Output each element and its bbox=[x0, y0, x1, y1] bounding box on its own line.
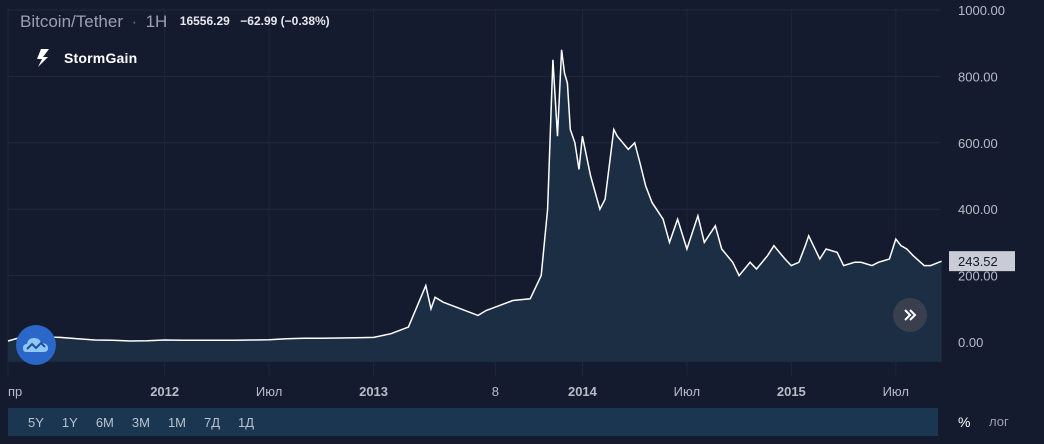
cloud-chart-icon bbox=[23, 338, 48, 352]
x-axis: пр 2012 Июл 2013 8 2014 Июл 2015 Июл bbox=[8, 384, 909, 399]
chart-header: Bitcoin/Tether · 1H 16556.29 −62.99 (−0.… bbox=[20, 12, 336, 32]
y-axis: 1000.00 800.00 600.00 400.00 200.00 0.00 bbox=[958, 3, 1005, 350]
x-tick-label: Июл bbox=[674, 384, 700, 399]
x-tick-label: Июл bbox=[256, 384, 282, 399]
price-line bbox=[7, 49, 942, 342]
x-tick-label: 2014 bbox=[568, 384, 598, 399]
range-toolbar: 5Y 1Y 6M 3M 1M 7Д 1Д bbox=[8, 408, 938, 436]
percent-scale-toggle[interactable]: % bbox=[958, 414, 971, 430]
y-tick-label: 0.00 bbox=[958, 335, 983, 350]
x-tick-label: пр bbox=[8, 384, 22, 399]
range-button-7d[interactable]: 7Д bbox=[204, 414, 221, 430]
last-price-label-text: 243.52 bbox=[958, 254, 998, 269]
log-scale-toggle[interactable]: лог bbox=[989, 414, 1009, 429]
x-tick-label: 2015 bbox=[777, 384, 806, 399]
y-tick-label: 400.00 bbox=[958, 202, 998, 217]
y-tick-label: 600.00 bbox=[958, 136, 998, 151]
price-change: −62.99 (−0.38%) bbox=[240, 14, 330, 28]
y-tick-label: 200.00 bbox=[958, 269, 998, 284]
tradingview-logo-button[interactable] bbox=[16, 325, 56, 365]
range-button-3m[interactable]: 3M bbox=[131, 414, 150, 430]
x-tick-label: Июл bbox=[883, 384, 909, 399]
symbol-title[interactable]: Bitcoin/Tether bbox=[20, 12, 123, 31]
scroll-to-realtime-button[interactable] bbox=[893, 298, 927, 332]
x-tick-label: 2012 bbox=[150, 384, 179, 399]
timeframe-label[interactable]: 1H bbox=[145, 12, 168, 31]
y-tick-label: 800.00 bbox=[958, 69, 998, 84]
x-tick-label: 8 bbox=[492, 384, 499, 399]
last-price-label: 243.52 bbox=[949, 251, 1015, 272]
price-area-fill bbox=[8, 49, 942, 362]
y-tick-label: 1000.00 bbox=[958, 3, 1005, 18]
brand-logo: StormGain bbox=[34, 48, 137, 68]
brand-name: StormGain bbox=[64, 50, 138, 66]
x-tick-label: 2013 bbox=[359, 384, 388, 399]
lightning-logo-icon bbox=[37, 49, 49, 67]
range-button-1m[interactable]: 1M bbox=[167, 414, 186, 430]
range-button-6m[interactable]: 6M bbox=[95, 414, 114, 430]
double-chevron-right-icon bbox=[904, 309, 917, 321]
range-button-1d[interactable]: 1Д bbox=[238, 414, 255, 430]
last-price: 16556.29 bbox=[179, 14, 230, 28]
last-price-label-bg bbox=[949, 251, 1015, 272]
range-button-1y[interactable]: 1Y bbox=[61, 414, 78, 430]
header-separator: · bbox=[131, 12, 138, 31]
range-button-5y[interactable]: 5Y bbox=[28, 414, 44, 430]
